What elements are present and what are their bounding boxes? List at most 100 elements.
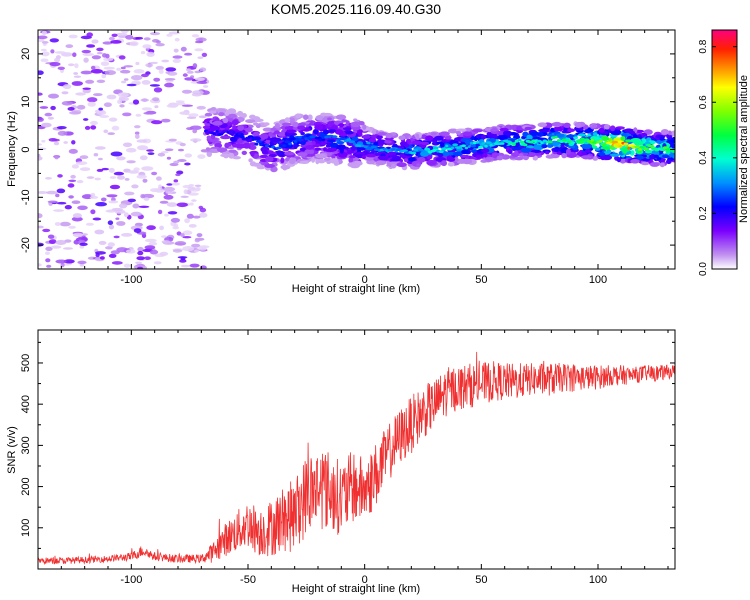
spectrogram-cell <box>286 129 297 134</box>
spectrogram-cell <box>41 41 49 44</box>
spectrogram-cell <box>214 118 220 122</box>
spectrogram-cell <box>175 173 181 177</box>
spectrogram-cell <box>68 63 75 67</box>
spectrogram-cell <box>141 80 151 85</box>
spectrogram-cell <box>280 157 285 164</box>
spectrogram-cell <box>75 92 86 96</box>
spectrogram-cell <box>38 117 44 122</box>
spectrogram-cell <box>125 147 137 153</box>
spectrogram-cell <box>141 166 154 171</box>
snr-series-line <box>38 351 675 566</box>
spectrogram-cell <box>50 245 62 249</box>
spectrogram-cell <box>514 150 519 156</box>
spectrogram-cell <box>212 132 217 136</box>
spectrogram-cell <box>129 41 139 47</box>
spectrogram-cell <box>101 197 107 202</box>
spectrogram-cell <box>38 92 43 96</box>
spectrogram-cell <box>248 158 253 163</box>
spectrogram-cell <box>166 202 178 207</box>
spectrogram-cell <box>67 183 75 188</box>
spectrogram-cell <box>522 143 528 147</box>
spectrogram-cell <box>192 90 204 95</box>
spectrogram-cell <box>353 118 358 122</box>
spectrogram-cell <box>570 141 575 145</box>
spectrogram-cell <box>179 111 190 115</box>
spectrogram-cell <box>153 87 163 93</box>
spectrogram-cell <box>96 168 104 172</box>
spectrogram-cell <box>46 190 58 195</box>
spectrogram-cell <box>54 51 66 54</box>
spectrogram-cell <box>446 157 456 162</box>
spectrogram-cell <box>108 253 117 258</box>
spectrogram-cell <box>323 129 330 135</box>
spectrogram-cell <box>174 241 187 246</box>
spectrogram-cell <box>120 66 126 70</box>
spectrogram-cell <box>198 246 207 251</box>
spectrogram-cell <box>491 127 498 132</box>
spectrogram-cell <box>188 224 197 228</box>
spectrogram-cell <box>102 41 113 45</box>
spectrogram-cell <box>363 145 368 149</box>
spectrogram-cell <box>146 149 155 152</box>
spectrogram-cell <box>314 147 322 151</box>
colorbar-tick-label: 0.4 <box>698 150 709 164</box>
spectrogram-cell <box>370 145 378 149</box>
spectrogram-cell <box>164 148 174 152</box>
spectrogram-cell <box>226 130 231 134</box>
spectrogram-cell <box>50 49 55 54</box>
spectrogram-cell <box>102 53 107 58</box>
spectrogram-x-tick-label: -50 <box>240 274 256 286</box>
spectrogram-cell <box>281 122 292 127</box>
spectrogram-cell <box>284 151 295 156</box>
spectrogram-cell <box>157 152 166 157</box>
spectrogram-cell <box>191 34 200 38</box>
spectrogram-cell <box>254 118 264 123</box>
spectrogram-cell <box>327 147 337 152</box>
spectrogram-cell <box>297 152 308 157</box>
spectrogram-cell <box>161 151 169 154</box>
spectrogram-cell <box>546 143 554 148</box>
spectrogram-cell <box>107 242 115 248</box>
spectrogram-cell <box>256 140 263 144</box>
spectrogram-cell <box>178 148 184 152</box>
spectrogram-cell <box>447 161 455 167</box>
spectrogram-cell <box>518 153 524 157</box>
spectrogram-cell <box>45 258 51 263</box>
spectrogram-cell <box>41 139 46 143</box>
spectrogram-cell <box>237 110 244 117</box>
spectrogram-cell <box>215 130 219 133</box>
spectrogram-cell <box>139 155 148 161</box>
spectrogram-cell <box>55 193 60 198</box>
spectrogram-cell <box>526 134 533 141</box>
spectrogram-cell <box>38 70 44 75</box>
spectrogram-cell <box>180 233 185 237</box>
spectrogram-cell <box>662 154 670 159</box>
spectrogram-cell <box>132 203 140 209</box>
spectrogram-cell <box>331 125 338 130</box>
spectrogram-cell <box>295 113 302 119</box>
spectrogram-cell <box>117 92 129 98</box>
spectrogram-cell <box>49 62 61 67</box>
spectrogram-cell <box>109 176 117 179</box>
spectrogram-cell <box>41 51 50 57</box>
spectrogram-cell <box>376 135 383 140</box>
spectrogram-cell <box>358 129 363 134</box>
spectrogram-cell <box>154 105 159 109</box>
spectrogram-cell <box>328 139 336 143</box>
spectrogram-cell <box>550 122 562 127</box>
spectrogram-cell <box>444 136 452 140</box>
colorbar-tick-label: 0.2 <box>698 206 709 220</box>
spectrogram-cell <box>57 66 65 71</box>
spectrogram-cell <box>194 238 200 243</box>
spectrogram-cell <box>671 150 675 153</box>
spectrogram-cell <box>293 140 298 143</box>
spectrogram-cell <box>85 79 95 84</box>
spectrogram-cell <box>362 124 367 130</box>
spectrogram-cell <box>99 256 105 260</box>
spectrogram-cell <box>115 32 128 36</box>
spectrogram-cell <box>44 112 53 117</box>
snr-plot-area <box>38 351 675 566</box>
spectrogram-cell <box>165 67 177 72</box>
spectrogram-cell <box>76 180 84 184</box>
spectrogram-cell <box>101 167 110 171</box>
